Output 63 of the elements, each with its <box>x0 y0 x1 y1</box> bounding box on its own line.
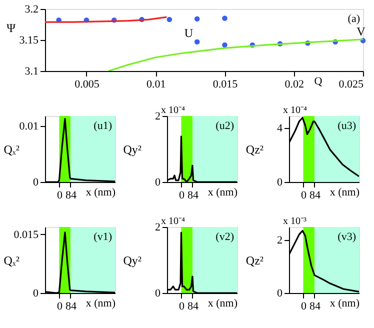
y-axis-title: Qz² <box>246 142 264 156</box>
annotation: V <box>356 24 366 39</box>
x-axis-title: x (nm) <box>86 298 116 310</box>
x-axis-title: x (nm) <box>330 298 360 310</box>
x-tick-label: 84 <box>65 300 77 312</box>
x-tick-label: 0.015 <box>212 78 238 90</box>
y-axis-title: Qₓ² <box>4 142 20 156</box>
annotation: (a) <box>348 13 360 25</box>
x-tick-label: 0.02 <box>284 78 304 90</box>
y-tick-label: 2 <box>155 222 160 234</box>
x-tick-label: 0 <box>300 190 307 202</box>
x-tick-label: 0.005 <box>74 78 100 90</box>
x-tick-label: 84 <box>187 190 199 202</box>
y-tick-label: 3.15 <box>19 34 39 46</box>
x-tick-label: 84 <box>187 300 199 312</box>
point <box>194 16 200 22</box>
x-axis-title: Q <box>314 76 322 88</box>
text: x 10⁻⁴ <box>161 105 186 116</box>
y-tick-label: 3.1 <box>24 66 38 78</box>
x-tick-label: 84 <box>309 190 321 202</box>
y-axis-title: Ψ <box>6 21 16 36</box>
text: x 10⁻⁴ <box>283 105 308 116</box>
annotation: (v3) <box>338 231 356 243</box>
y-tick-label: 2 <box>155 110 160 122</box>
point <box>194 39 200 44</box>
text: x 10⁻³ <box>283 216 306 227</box>
x-tick-label: 0 <box>178 190 185 202</box>
y-tick-label: 0 <box>155 288 161 300</box>
x-tick-label: 0.025 <box>338 78 364 90</box>
y-axis-title: Qₓ² <box>4 254 20 268</box>
point <box>166 16 172 22</box>
y-tick-label: 0 <box>155 176 161 188</box>
annotation: (v1) <box>94 231 112 243</box>
x-tick-label: 0 <box>300 300 307 312</box>
y-axis-title: Qz² <box>246 254 264 268</box>
point <box>222 16 228 21</box>
y-tick-label: 0 <box>33 176 39 188</box>
x-tick-label: 0 <box>56 190 63 202</box>
y-tick-label: 0 <box>33 288 39 300</box>
y-tick-label: 2 <box>277 234 282 246</box>
x-tick-label: 84 <box>65 190 77 202</box>
annotation: (v2) <box>216 231 234 243</box>
y-axis-title: Qy² <box>123 254 142 268</box>
x-axis-title: x (nm) <box>208 186 238 198</box>
text: x 10⁻⁴ <box>161 216 186 227</box>
x-tick-label: 0 <box>178 300 185 312</box>
annotation: (u2) <box>216 120 234 132</box>
x-axis-title: x (nm) <box>330 186 360 198</box>
x-tick-label: 84 <box>309 300 321 312</box>
y-tick-label: 4 <box>277 122 283 135</box>
point <box>222 42 228 48</box>
y-tick-label: 0.015 <box>14 228 39 241</box>
annotation: U <box>184 26 194 40</box>
y-tick-label: 0 <box>277 288 283 300</box>
annotation: (u3) <box>338 120 356 132</box>
annotation: (u1) <box>94 120 112 132</box>
x-tick-label: 0 <box>56 300 63 312</box>
x-axis-title: x (nm) <box>208 298 238 310</box>
x-axis-title: x (nm) <box>86 186 116 198</box>
y-tick-label: 3.2 <box>24 4 38 16</box>
y-axis-title: Qy² <box>123 142 142 156</box>
y-tick-label: 0 <box>277 176 283 188</box>
y-tick-label: 0.01 <box>19 120 38 133</box>
